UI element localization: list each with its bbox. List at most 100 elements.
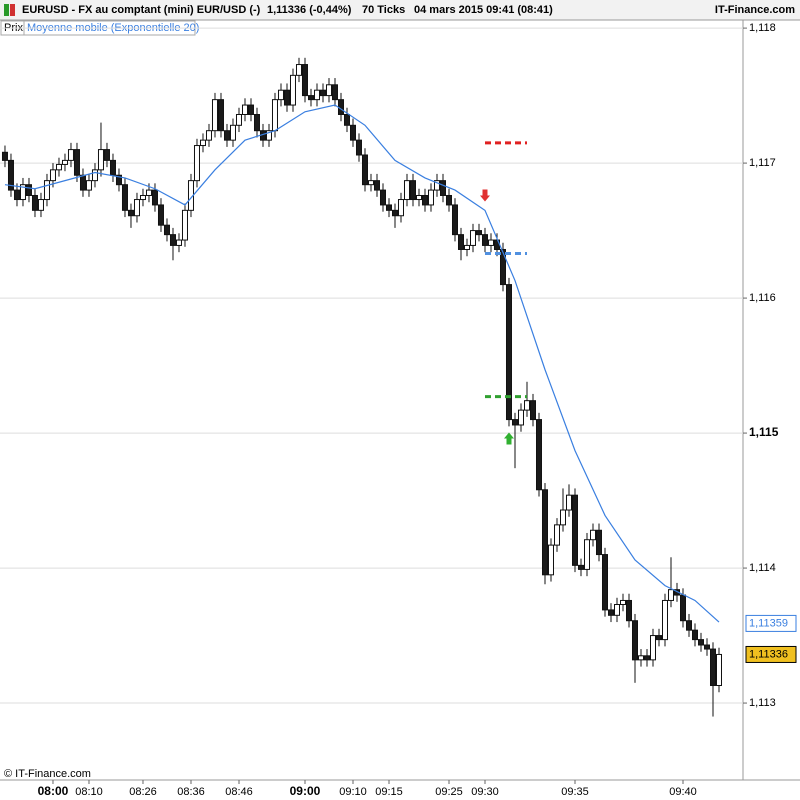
footer: © IT-Finance.com [4, 768, 91, 780]
x-tick-label: 08:10 [75, 786, 103, 798]
candle-body [85, 180, 92, 191]
x-tick-label: 09:30 [471, 786, 499, 798]
candle-body [391, 209, 398, 217]
candle-body [289, 74, 296, 106]
candle-body [487, 239, 494, 246]
candle-body [427, 189, 434, 206]
price-tag [745, 645, 797, 663]
candle-body [43, 180, 50, 201]
candle-body [19, 184, 26, 201]
candle-body [91, 169, 98, 182]
candle-body [505, 284, 512, 421]
candle-body [115, 174, 122, 186]
candle-body [355, 139, 362, 156]
candle-body [523, 400, 530, 411]
candle-body [235, 113, 242, 126]
x-tick-label: 09:15 [375, 786, 403, 798]
candle-body [205, 130, 212, 141]
y-tick-label: 1,117 [749, 157, 776, 169]
candle-body [247, 104, 254, 115]
candle-body [343, 113, 350, 126]
x-tick-label: 09:40 [669, 786, 697, 798]
candle-body [307, 95, 314, 101]
candle-body [403, 180, 410, 201]
x-tick-label: 09:25 [435, 786, 463, 798]
site: IT-Finance.com [715, 4, 795, 16]
candle-body [181, 209, 188, 241]
candle-body [1, 151, 8, 161]
y-tick-label: 1,113 [749, 697, 776, 709]
candle-body [133, 199, 140, 217]
candle-body [319, 89, 326, 97]
candle-body [325, 84, 332, 97]
candle-body [217, 99, 224, 132]
x-tick-label: 08:46 [225, 786, 253, 798]
candle-body [619, 599, 626, 606]
candle-body [541, 489, 548, 576]
x-tick-label: 08:00 [38, 784, 69, 798]
candle-body [301, 64, 308, 97]
candle-body [535, 419, 542, 491]
candle-body [517, 409, 524, 426]
candle-body [241, 104, 248, 115]
x-tick-label: 08:26 [129, 786, 157, 798]
candle-body [547, 544, 554, 576]
candle-body [211, 99, 218, 132]
price-tag-label: 1,11359 [749, 617, 788, 629]
candle-body [313, 89, 320, 101]
candle-body [7, 159, 14, 191]
candle-body [595, 529, 602, 556]
candle-body [37, 199, 44, 211]
ema-line [4, 104, 720, 623]
candle-body [169, 234, 176, 246]
candle-body [613, 604, 620, 616]
candle-body [295, 64, 302, 76]
candle-body [559, 509, 566, 526]
candle-body [223, 130, 230, 141]
y-tick-label: 1,115 [749, 425, 779, 439]
candle-body [469, 230, 476, 246]
candle-body [163, 224, 170, 236]
candle-body [655, 635, 662, 641]
candle-body [451, 204, 458, 236]
candle-body [475, 230, 482, 236]
candle-body [649, 635, 656, 661]
candle-body [421, 194, 428, 206]
candle-body [715, 653, 722, 687]
candle-body [379, 189, 386, 206]
candle-body [367, 180, 374, 186]
candle-body [445, 194, 452, 206]
candle-body [13, 189, 20, 201]
candle-body [667, 589, 674, 601]
symbol: EURUSD - FX au comptant (mini) EUR/USD (… [22, 4, 261, 16]
candle-body [463, 244, 470, 250]
candle-body [589, 529, 596, 541]
candle-body [199, 139, 206, 147]
candle-body [577, 564, 584, 570]
signal-arrow [479, 189, 490, 202]
candle-body [79, 174, 86, 191]
date: 04 mars 2015 09:41 (08:41) [414, 4, 553, 16]
candle-body [601, 554, 608, 611]
y-tick-label: 1,116 [749, 292, 776, 304]
candle-body [697, 639, 704, 646]
x-tick-label: 09:35 [561, 786, 589, 798]
header-bar [0, 0, 800, 20]
candle-body [139, 194, 146, 201]
candle-body [253, 113, 260, 132]
candle-body [337, 99, 344, 115]
price-tag [745, 614, 797, 632]
candle-body [703, 644, 710, 650]
candle-body [109, 159, 116, 176]
candle-body [685, 620, 692, 631]
candle-body [349, 124, 356, 141]
candle-body [31, 194, 38, 211]
candle-body [25, 184, 32, 196]
candle-body [229, 124, 236, 141]
candle-body [97, 149, 104, 171]
header-icon [10, 4, 15, 16]
candle-body [709, 648, 716, 687]
x-tick-label: 09:00 [290, 784, 321, 798]
y-tick-label: 1,118 [749, 22, 776, 34]
candle-body [691, 629, 698, 641]
